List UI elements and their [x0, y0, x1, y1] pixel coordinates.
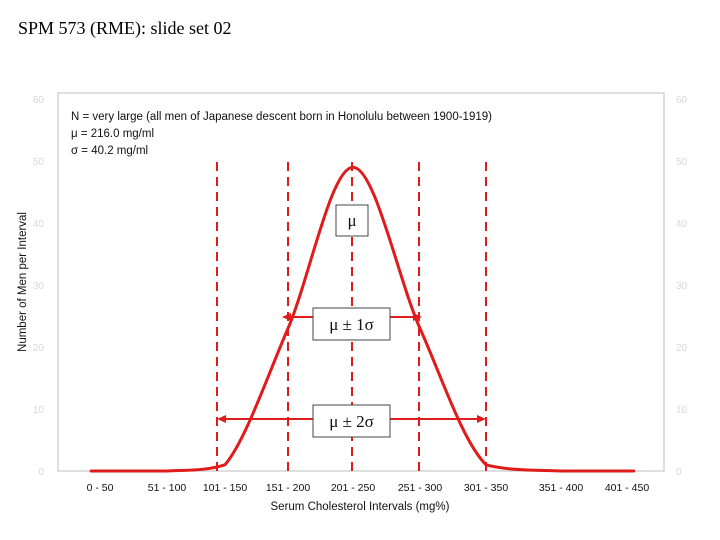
two-sd-label: μ ± 2σ: [329, 412, 374, 431]
y-tick-left: 0: [38, 467, 44, 478]
x-tick-label: 401 - 450: [605, 482, 650, 494]
x-tick-label: 51 - 100: [148, 482, 187, 494]
x-axis-ticks: 0 - 50 51 - 100 101 - 150 151 - 200 201 - 25…: [87, 482, 650, 494]
annotation-sd: σ = 40.2 mg/ml: [71, 145, 148, 157]
y-tick-right: 0: [676, 467, 682, 478]
x-tick-label: 201 - 250: [331, 482, 376, 494]
y-axis-ticks-right: 0 10 20 30 40 50 60: [676, 95, 688, 478]
y-tick-left: 20: [33, 343, 45, 354]
distribution-curve: [89, 165, 636, 473]
y-tick-left: 50: [33, 157, 45, 168]
x-tick-label: 101 - 150: [203, 482, 248, 494]
annotation-n: N = very large (all men of Japanese desc…: [71, 111, 492, 123]
two-sd-arrow-right-head: [477, 415, 486, 423]
one-sd-label-box: μ ± 1σ: [312, 307, 391, 341]
annotation-mean: μ = 216.0 mg/ml: [71, 128, 154, 140]
y-tick-right: 10: [676, 405, 688, 416]
x-tick-label: 301 - 350: [464, 482, 509, 494]
y-tick-left: 40: [33, 219, 45, 230]
y-tick-left: 10: [33, 405, 45, 416]
mu-label: μ: [347, 211, 356, 230]
mu-label-box: μ: [335, 204, 369, 237]
y-axis-label: Number of Men per Interval: [17, 212, 29, 352]
one-sd-arrow-left-head: [282, 313, 291, 321]
x-axis-label: Serum Cholesterol Intervals (mg%): [271, 501, 450, 513]
slide-title: SPM 573 (RME): slide set 02: [18, 18, 232, 38]
y-axis-ticks-left: 0 10 20 30 40 50 60: [33, 95, 45, 478]
y-tick-right: 30: [676, 281, 688, 292]
y-tick-right: 40: [676, 219, 688, 230]
two-sd-arrow-left-head: [217, 415, 226, 423]
y-tick-left: 30: [33, 281, 45, 292]
two-sd-label-box: μ ± 2σ: [312, 404, 391, 438]
one-sd-label: μ ± 1σ: [329, 315, 374, 334]
y-tick-right: 50: [676, 157, 688, 168]
y-tick-right: 60: [676, 95, 688, 106]
one-sd-arrow-right-head: [413, 313, 422, 321]
x-tick-label: 251 - 300: [398, 482, 443, 494]
y-tick-left: 60: [33, 95, 45, 106]
y-tick-right: 20: [676, 343, 688, 354]
x-tick-label: 351 - 400: [539, 482, 584, 494]
x-tick-label: 151 - 200: [266, 482, 311, 494]
x-tick-label: 0 - 50: [87, 482, 114, 494]
